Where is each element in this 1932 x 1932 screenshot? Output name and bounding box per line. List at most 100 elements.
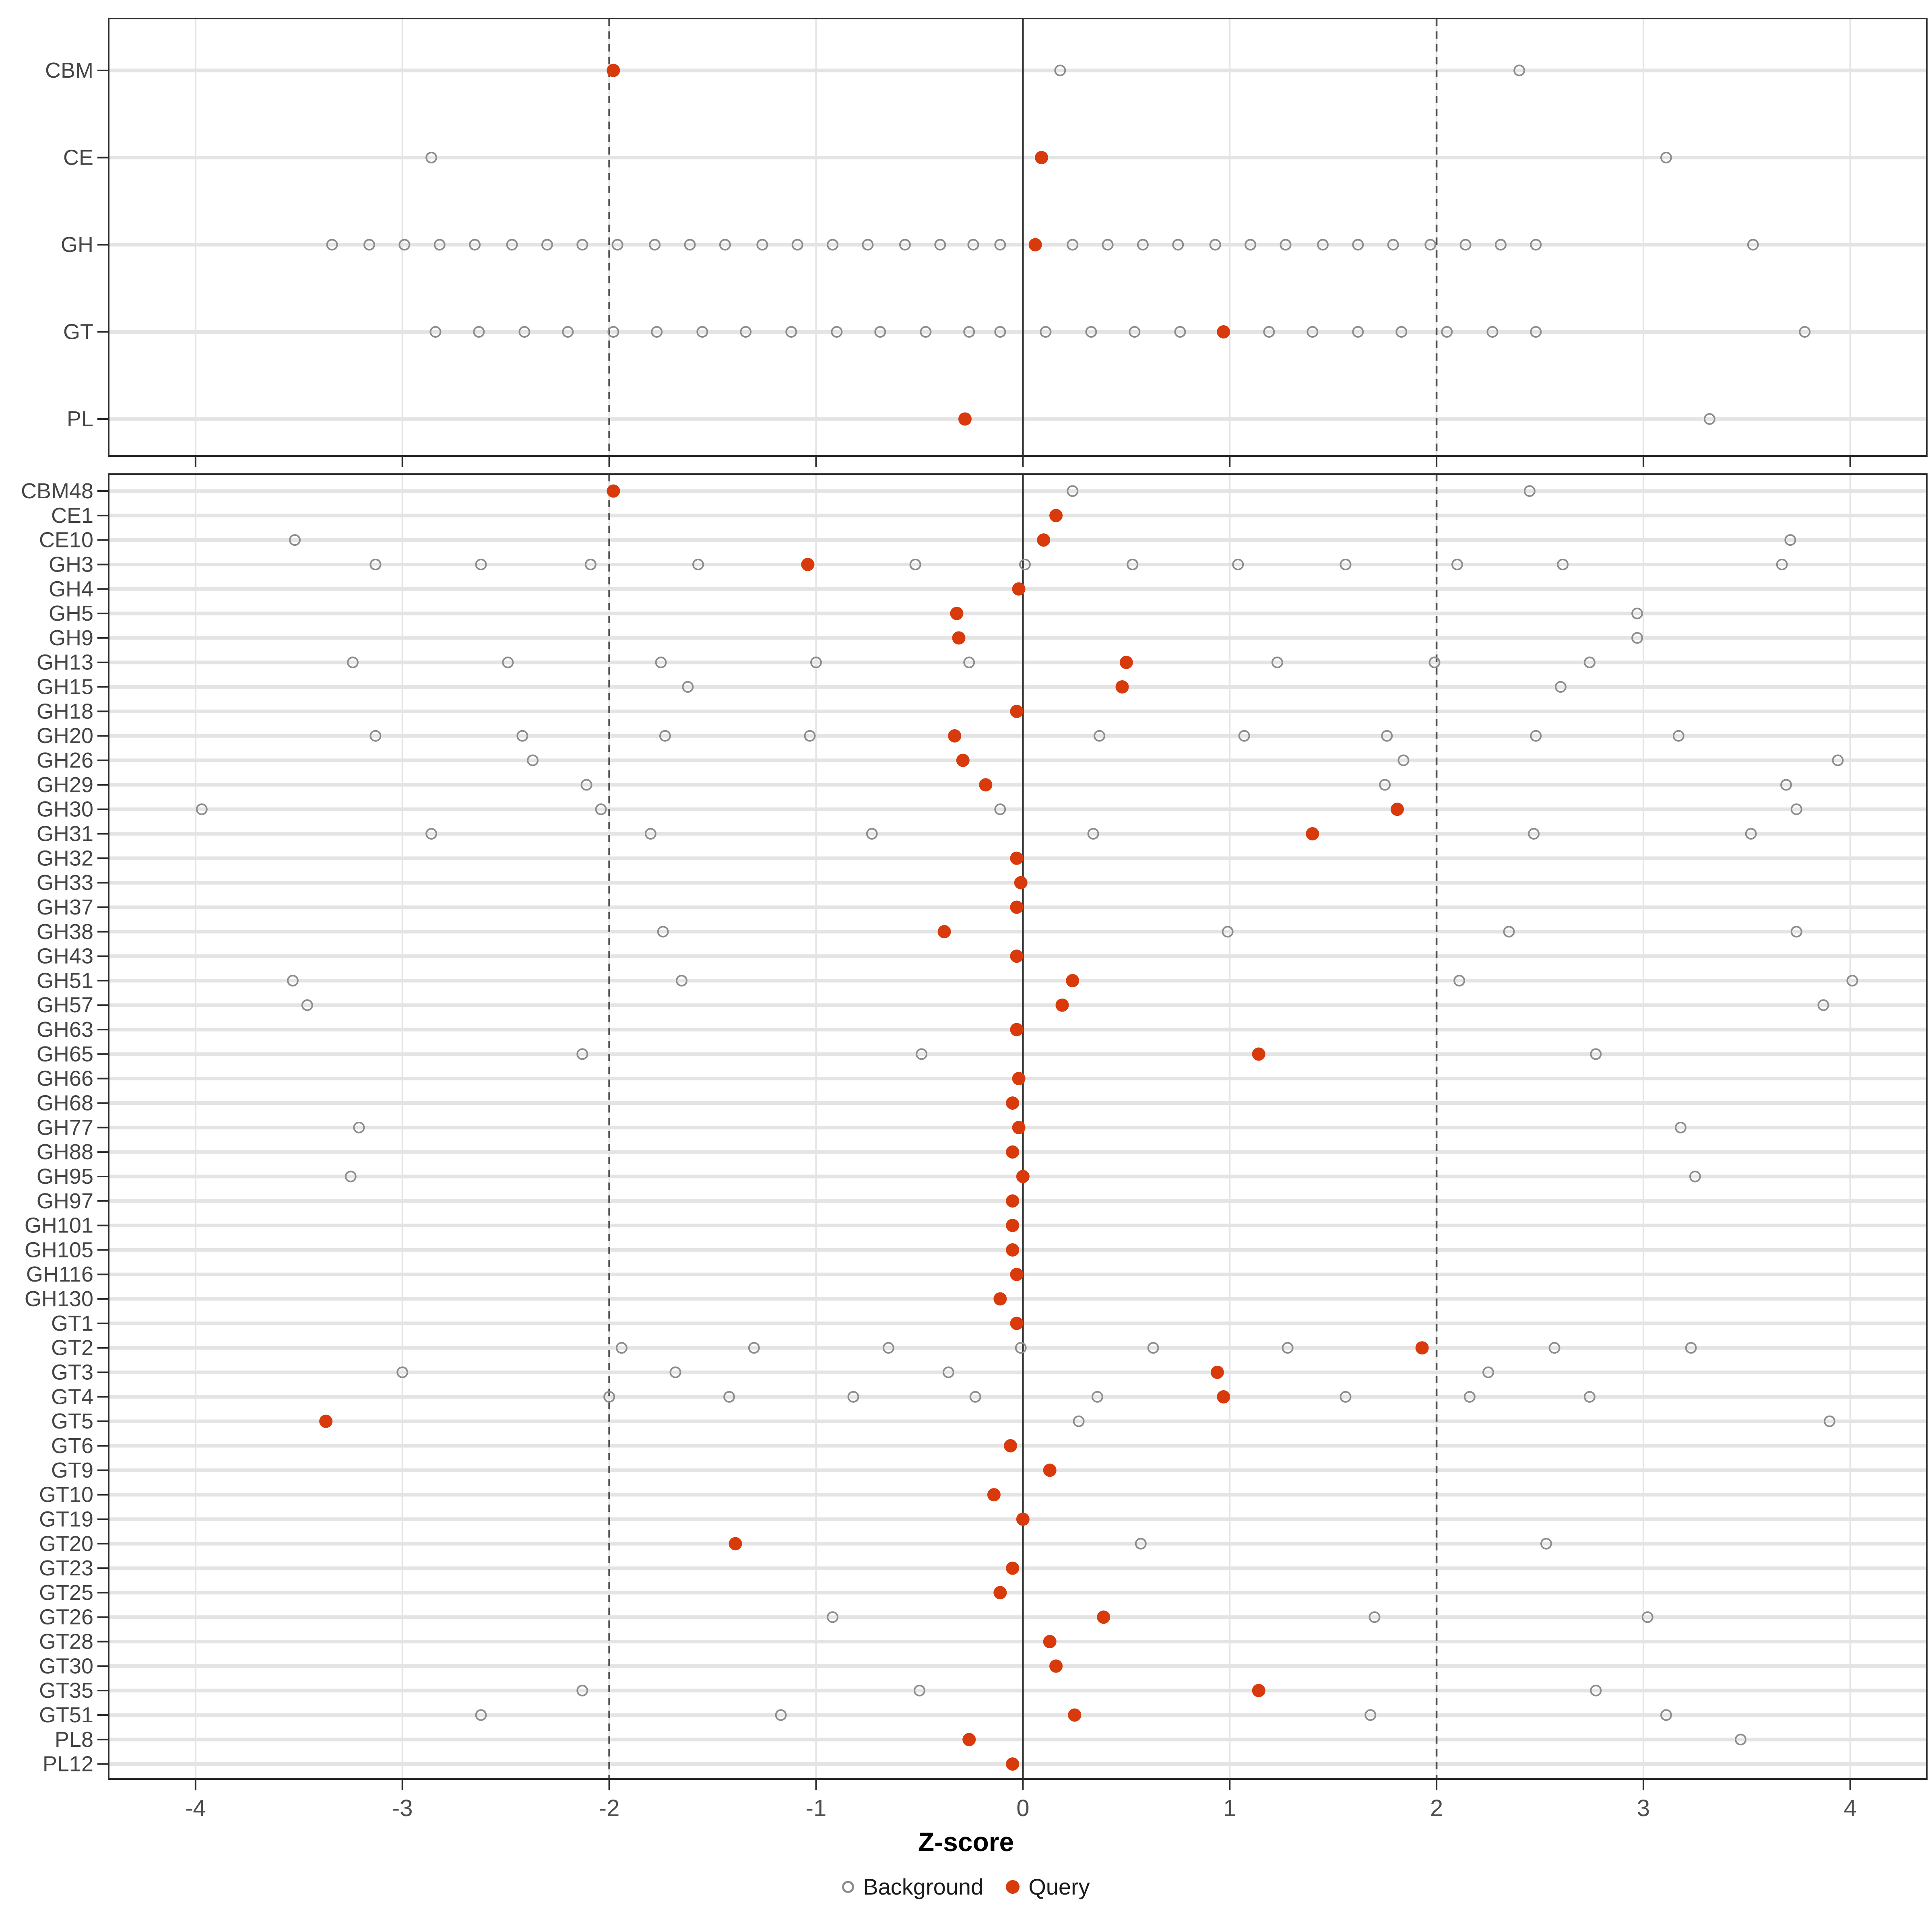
y-axis-label: GT19 — [39, 1507, 93, 1531]
query-point — [993, 1292, 1007, 1306]
x-axis-tick-label: 2 — [1430, 1795, 1443, 1821]
background-point — [1672, 730, 1684, 742]
y-axis-label: GH63 — [37, 1018, 93, 1042]
y-axis-label: GT5 — [51, 1409, 93, 1433]
background-point — [1530, 730, 1542, 742]
query-point — [1010, 1267, 1024, 1281]
x-axis-tick-label: -3 — [392, 1795, 413, 1821]
query-point — [729, 1537, 742, 1550]
y-axis-label: GH26 — [37, 748, 93, 772]
background-point — [1102, 239, 1114, 251]
background-point — [1135, 1538, 1147, 1550]
background-point-icon — [842, 1880, 855, 1893]
background-point — [920, 326, 932, 338]
query-point-icon — [1006, 1880, 1020, 1894]
x-axis-title: Z-score — [918, 1827, 1014, 1857]
background-point — [1340, 558, 1352, 570]
y-axis-label: GT — [63, 320, 93, 344]
background-point — [595, 803, 607, 815]
query-point — [1390, 803, 1404, 816]
background-point — [719, 239, 731, 251]
query-point — [993, 1586, 1007, 1600]
query-point — [950, 607, 964, 620]
background-point — [1441, 326, 1453, 338]
background-point — [831, 326, 843, 338]
background-point — [1523, 485, 1536, 497]
y-axis-label: GH20 — [37, 724, 93, 748]
query-point — [1037, 533, 1051, 547]
background-point — [723, 1391, 735, 1403]
query-point — [1012, 1121, 1026, 1134]
y-axis-label: GT23 — [39, 1556, 93, 1580]
background-point — [1238, 730, 1250, 742]
query-point — [1035, 151, 1049, 164]
background-point — [363, 239, 375, 251]
background-point — [1790, 926, 1802, 938]
background-point — [882, 1342, 894, 1354]
y-axis-label: GH68 — [37, 1091, 93, 1115]
y-axis-label: GH — [61, 233, 93, 257]
background-point — [909, 558, 921, 570]
query-point — [1028, 238, 1042, 252]
query-point — [1115, 680, 1129, 694]
y-axis-label: GT51 — [39, 1703, 93, 1727]
background-point — [347, 656, 359, 669]
query-point — [1043, 1463, 1057, 1477]
background-point — [607, 326, 619, 338]
background-point — [1641, 1611, 1653, 1623]
y-axis-label: GT1 — [51, 1311, 93, 1335]
background-point — [791, 239, 803, 251]
query-point — [1043, 1635, 1057, 1649]
query-point — [937, 925, 951, 939]
background-point — [1735, 1734, 1747, 1746]
background-point — [433, 239, 446, 251]
y-axis-label: GT4 — [51, 1385, 93, 1409]
y-axis-label: GT25 — [39, 1581, 93, 1605]
background-point — [425, 152, 438, 163]
background-point — [994, 803, 1006, 815]
y-axis-label: GH77 — [37, 1115, 93, 1139]
background-point — [1222, 926, 1234, 938]
background-point — [1745, 828, 1757, 840]
background-point — [1557, 558, 1569, 570]
background-point — [1054, 64, 1066, 76]
background-point — [1513, 64, 1525, 76]
y-axis-label: GH101 — [25, 1214, 93, 1238]
background-point — [301, 999, 313, 1011]
background-point — [469, 239, 481, 251]
y-axis-label: CE1 — [51, 504, 93, 528]
background-point — [196, 803, 208, 815]
query-point — [1010, 704, 1024, 718]
background-point — [1590, 1684, 1602, 1697]
y-axis-label: GH57 — [37, 993, 93, 1017]
legend-item-query: Query — [1006, 1874, 1090, 1900]
background-point — [1015, 1342, 1027, 1354]
y-axis-label: GT3 — [51, 1360, 93, 1385]
background-point — [684, 239, 696, 251]
background-point — [1263, 326, 1275, 338]
query-point — [1014, 876, 1028, 890]
background-point — [994, 326, 1006, 338]
x-axis-tick-label: -4 — [185, 1795, 206, 1821]
query-point — [1006, 1561, 1020, 1575]
y-axis-label: CE — [63, 146, 93, 170]
background-point — [1530, 326, 1542, 338]
background-point — [584, 558, 597, 570]
background-point — [1147, 1342, 1159, 1354]
legend-item-background: Background — [842, 1874, 983, 1900]
x-axis-tick-label: 1 — [1223, 1795, 1236, 1821]
query-point — [1415, 1341, 1429, 1355]
query-point — [1306, 827, 1319, 840]
background-point — [659, 730, 671, 742]
legend-label-query: Query — [1028, 1874, 1090, 1899]
query-point — [1119, 656, 1133, 669]
query-point — [1006, 1757, 1020, 1771]
background-point — [1453, 974, 1466, 987]
background-point — [785, 326, 797, 338]
x-axis-tick-label: -1 — [806, 1795, 827, 1821]
background-point — [1019, 558, 1031, 570]
y-axis-label: GH4 — [49, 577, 93, 601]
background-point — [1428, 656, 1441, 669]
y-axis-label: GT30 — [39, 1654, 93, 1678]
panel-background — [109, 19, 1927, 456]
